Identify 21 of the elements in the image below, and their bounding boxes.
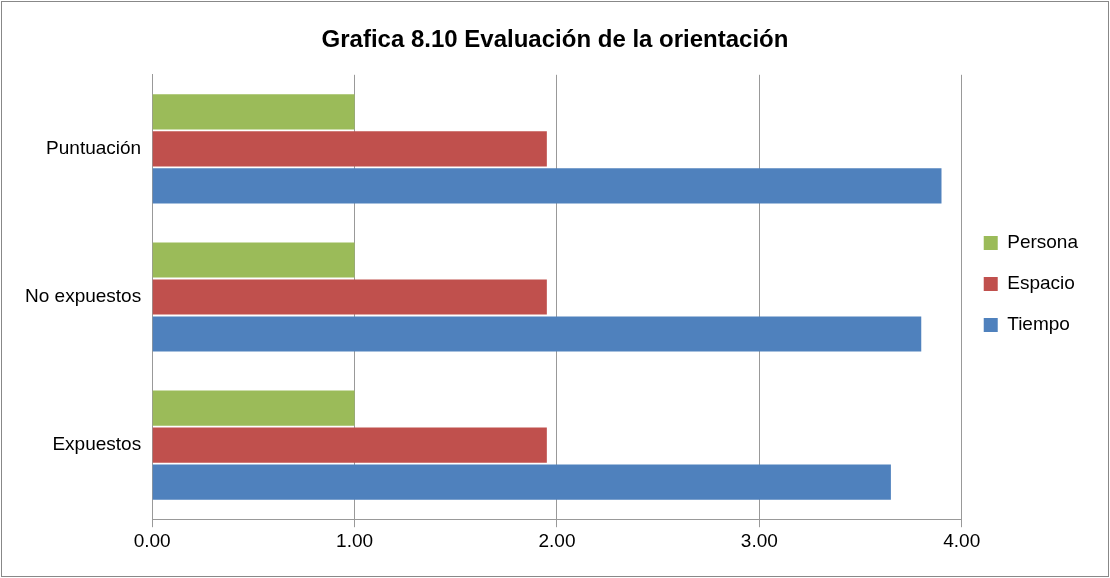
x-tick-label: 3.00 (740, 529, 778, 551)
bar (152, 168, 942, 204)
y-tick-label: No expuestos (24, 285, 142, 307)
bar (152, 390, 355, 426)
x-tick-label: 0.00 (133, 529, 171, 551)
bar (152, 316, 922, 352)
chart-title: Grafica 8.10 Evaluación de la orientación (321, 25, 789, 53)
x-tick-label: 2.00 (538, 529, 576, 551)
bar (152, 279, 547, 315)
x-tick-label: 1.00 (336, 529, 374, 551)
x-tick-label: 4.00 (943, 529, 981, 551)
legend-label: Persona (1007, 231, 1079, 253)
y-tick-label: Expuestos (52, 433, 142, 455)
bar (152, 94, 355, 130)
legend-label: Espacio (1007, 272, 1075, 294)
legend-label: Tiempo (1007, 313, 1070, 335)
bar (152, 242, 355, 278)
bar (152, 131, 547, 167)
bar (152, 427, 547, 463)
y-tick-label: Puntuación (46, 137, 142, 159)
bar (152, 464, 891, 500)
